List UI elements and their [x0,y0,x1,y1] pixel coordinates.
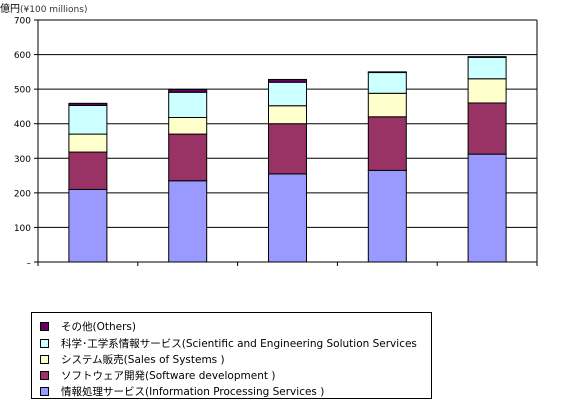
legend-swatch-others [40,321,49,331]
y-tick-label: 100 [14,224,31,234]
y-tick-label: 400 [14,120,31,130]
bar-segment [68,151,108,190]
legend-item-others: その他(Others) [40,318,136,334]
bar-segment [467,153,507,263]
bar-segment [268,81,307,107]
bar-segment [367,92,407,118]
y-axis-unit-main: 億円 [0,4,20,15]
legend-swatch-sales [40,354,49,364]
bar-segment [268,123,307,175]
bar-segment [168,116,208,135]
bar-segment [367,72,407,94]
bar-segment [467,56,507,58]
y-tick-label: 200 [14,189,31,199]
bar-segment [367,71,407,74]
y-tick-label: 300 [14,155,31,165]
legend-label-info-processing: 情報処理サービス(Information Processing Services… [61,385,325,398]
y-tick-label: 500 [14,86,31,96]
bar-segment [367,169,407,263]
legend-label-sales: システム販売(Sales of Systems ) [61,353,225,366]
bar-segment [168,91,208,118]
bar-segment [467,56,507,80]
legend-item-info-processing: 情報処理サービス(Information Processing Services… [40,383,324,399]
bar-segment [268,105,307,125]
bar-segment [68,102,108,106]
y-axis-unit-sub: (¥100 millions) [20,5,88,15]
bar-segment [68,133,108,153]
bar-segment [168,88,208,93]
bar-segment [168,180,208,263]
y-axis-unit-label: 億円(¥100 millions) [0,0,87,15]
legend-label-others: その他(Others) [61,320,136,333]
legend-label-software: ソフトウェア開発(Software development ) [61,369,276,382]
y-tick-label: 700 [14,17,31,27]
legend-label-scientific: 科学･工学系情報サービス(Scientific and Engineering … [61,337,417,350]
legend-item-software: ソフトウェア開発(Software development ) [40,367,275,383]
legend-swatch-info-processing [40,386,49,396]
bar-segment [168,133,208,182]
bar-segment [367,116,407,171]
legend-item-sales: システム販売(Sales of Systems ) [40,351,225,367]
legend-swatch-software [40,370,49,380]
bar-segment [68,188,108,263]
legend-swatch-scientific [40,338,49,348]
chart-legend: その他(Others) 科学･工学系情報サービス(Scientific and … [31,312,432,399]
y-tick-label: 600 [14,51,31,61]
bar-segment [467,102,507,155]
y-tick-label: – [27,259,32,269]
bar-segment [467,78,507,104]
legend-item-scientific: 科学･工学系情報サービス(Scientific and Engineering … [40,335,417,351]
bar-segment [68,104,108,135]
bar-segment [268,173,307,263]
bar-segment [268,78,307,83]
stacked-bar-chart: –10020030040050060070001／302／303／304／305… [14,17,538,269]
